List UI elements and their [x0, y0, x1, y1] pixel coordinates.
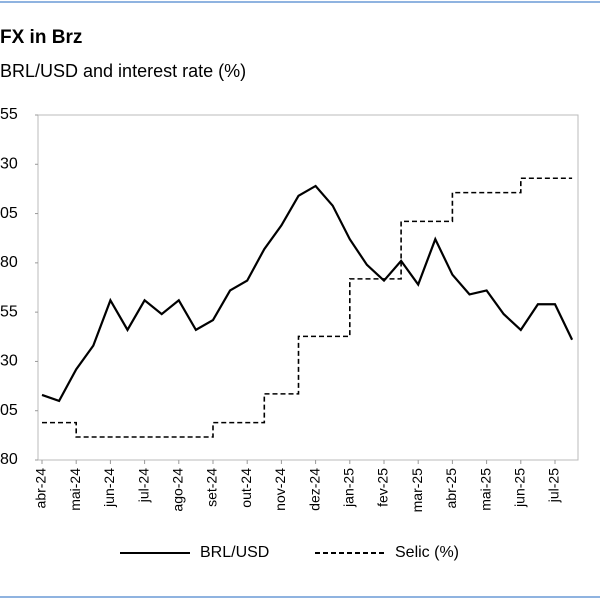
x-tick-label: dez-24	[306, 468, 322, 511]
x-tick-label: abr-25	[443, 468, 459, 509]
x-tick-label: jun-25	[512, 468, 528, 508]
legend-label: Selic (%)	[395, 544, 459, 561]
y-tick-label: 30	[0, 353, 18, 370]
x-tick-label: jul-24	[135, 468, 151, 503]
y-tick-label: 55	[0, 106, 18, 123]
y-tick-label: 30	[0, 156, 18, 173]
x-tick-label: abr-24	[33, 468, 49, 509]
chart-title: FX in Brz	[0, 27, 82, 48]
x-tick-label: out-24	[238, 468, 254, 508]
y-tick-label: 55	[0, 303, 18, 320]
x-tick-label: ago-24	[170, 468, 186, 512]
y-tick-label: 80	[0, 254, 18, 271]
brl-line	[41, 184, 574, 403]
x-tick-label: set-24	[204, 468, 220, 507]
x-tick-label: jun-24	[101, 468, 117, 508]
x-tick-label: jul-25	[546, 468, 562, 503]
plot-frame	[37, 114, 579, 461]
x-tick-label: fev-25	[375, 468, 391, 507]
x-tick-label: mai-24	[67, 468, 83, 511]
chart-subtitle: BRL/USD and interest rate (%)	[0, 61, 246, 81]
legend-label: BRL/USD	[200, 544, 269, 561]
x-tick-label: mai-25	[477, 468, 493, 511]
x-tick-label: mar-25	[409, 468, 425, 513]
x-tick-label: nov-24	[272, 468, 288, 511]
x-tick-label: jan-25	[341, 468, 357, 508]
y-tick-label: 05	[0, 402, 18, 419]
y-tick-label: 80	[0, 451, 18, 468]
y-tick-label: 05	[0, 205, 18, 222]
selic-line	[42, 177, 573, 438]
